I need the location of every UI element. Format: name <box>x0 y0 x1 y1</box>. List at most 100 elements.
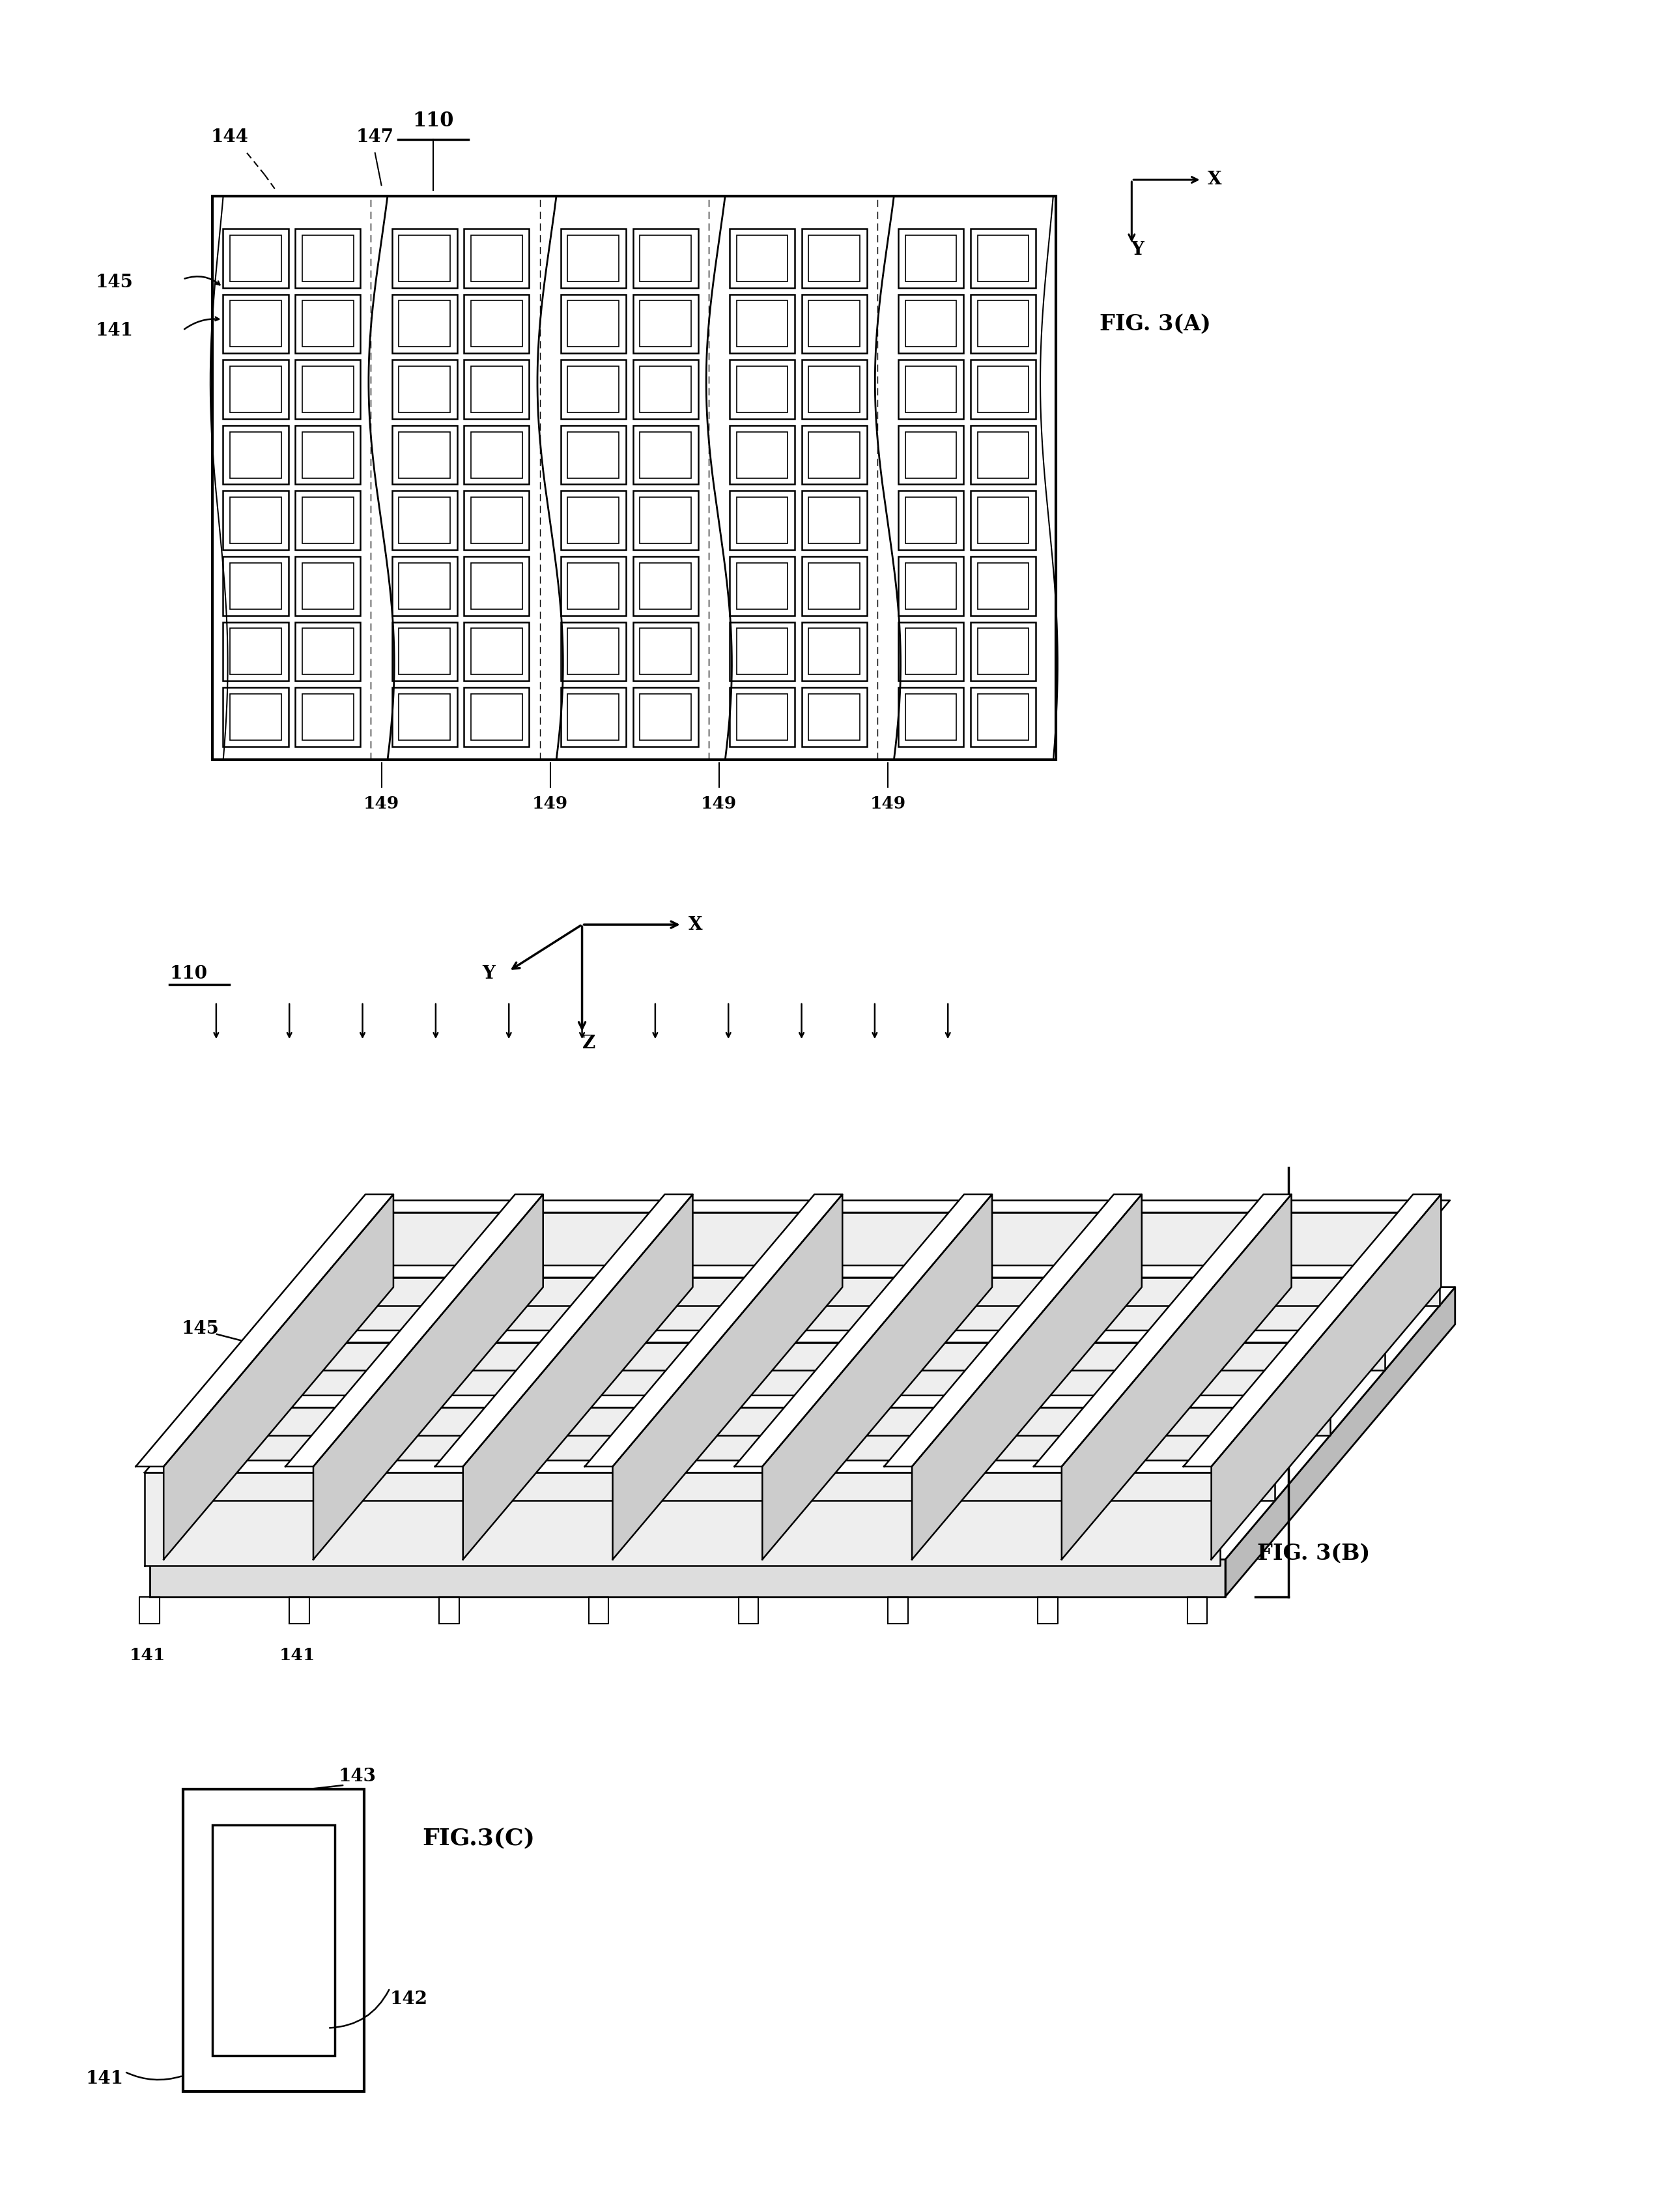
Text: 149: 149 <box>364 796 399 812</box>
Bar <box>567 562 619 608</box>
Bar <box>898 491 963 551</box>
Bar <box>296 688 361 745</box>
Polygon shape <box>1038 1597 1058 1624</box>
Bar <box>223 425 288 484</box>
Bar <box>296 491 361 551</box>
Bar <box>223 557 288 615</box>
Text: 145: 145 <box>95 274 133 292</box>
Polygon shape <box>735 1194 993 1467</box>
Bar <box>978 301 1029 347</box>
Bar <box>730 294 795 354</box>
Bar <box>296 361 361 418</box>
Bar <box>905 301 956 347</box>
Text: 147: 147 <box>356 128 394 146</box>
Polygon shape <box>309 1279 1385 1371</box>
Bar <box>229 234 281 281</box>
Bar <box>392 491 457 551</box>
Polygon shape <box>1034 1194 1292 1467</box>
Bar <box>464 622 529 681</box>
Text: FIG. 3(B): FIG. 3(B) <box>1257 1542 1370 1564</box>
Bar <box>567 367 619 411</box>
Bar <box>183 1790 364 2093</box>
Polygon shape <box>585 1194 843 1467</box>
Bar <box>296 622 361 681</box>
Polygon shape <box>885 1194 1142 1467</box>
Bar <box>471 367 522 411</box>
Bar <box>229 562 281 608</box>
Bar <box>392 425 457 484</box>
Bar <box>978 234 1029 281</box>
Bar <box>399 234 451 281</box>
Bar <box>971 491 1036 551</box>
Polygon shape <box>462 1194 693 1559</box>
Text: 142: 142 <box>389 1991 427 2008</box>
Bar <box>971 688 1036 745</box>
Bar <box>471 628 522 675</box>
Bar <box>802 688 866 745</box>
Text: 141: 141 <box>130 1648 166 1663</box>
Bar <box>802 425 866 484</box>
Bar <box>730 622 795 681</box>
Polygon shape <box>254 1329 1340 1343</box>
Polygon shape <box>286 1194 544 1467</box>
Bar <box>464 425 529 484</box>
Bar <box>399 628 451 675</box>
Bar <box>567 628 619 675</box>
Polygon shape <box>589 1597 609 1624</box>
Bar <box>560 361 625 418</box>
Polygon shape <box>254 1343 1330 1436</box>
Bar <box>737 234 788 281</box>
Polygon shape <box>364 1201 1450 1212</box>
Bar <box>634 294 698 354</box>
Bar <box>229 367 281 411</box>
Polygon shape <box>738 1597 758 1624</box>
Bar <box>560 491 625 551</box>
Bar <box>802 557 866 615</box>
Bar <box>730 491 795 551</box>
Bar <box>464 228 529 288</box>
Bar <box>464 361 529 418</box>
Bar <box>971 557 1036 615</box>
Bar <box>978 628 1029 675</box>
Text: 141: 141 <box>95 323 133 338</box>
Bar <box>464 688 529 745</box>
Bar <box>296 425 361 484</box>
Bar <box>392 557 457 615</box>
Polygon shape <box>140 1597 160 1624</box>
Polygon shape <box>150 1287 1455 1559</box>
Bar <box>971 425 1036 484</box>
Bar <box>464 294 529 354</box>
Bar <box>978 367 1029 411</box>
Bar <box>971 228 1036 288</box>
Bar <box>399 431 451 478</box>
Bar <box>567 695 619 741</box>
Bar <box>640 234 692 281</box>
Bar <box>802 294 866 354</box>
Text: 144: 144 <box>211 128 248 146</box>
Bar <box>730 361 795 418</box>
Polygon shape <box>145 1460 1231 1473</box>
Polygon shape <box>150 1559 1226 1597</box>
Bar <box>223 622 288 681</box>
Bar <box>737 562 788 608</box>
Bar <box>808 301 860 347</box>
Text: Y: Y <box>1131 241 1144 259</box>
Bar <box>567 234 619 281</box>
Bar <box>471 234 522 281</box>
Polygon shape <box>888 1597 908 1624</box>
Bar <box>898 622 963 681</box>
Bar <box>737 695 788 741</box>
Bar <box>399 498 451 544</box>
Text: 145: 145 <box>181 1321 220 1338</box>
Polygon shape <box>136 1194 394 1467</box>
Bar <box>464 557 529 615</box>
Bar <box>978 498 1029 544</box>
Bar <box>567 498 619 544</box>
Bar <box>223 228 288 288</box>
Bar <box>399 695 451 741</box>
Bar <box>978 562 1029 608</box>
Bar <box>560 228 625 288</box>
Bar <box>296 228 361 288</box>
Bar <box>471 431 522 478</box>
Bar <box>229 628 281 675</box>
